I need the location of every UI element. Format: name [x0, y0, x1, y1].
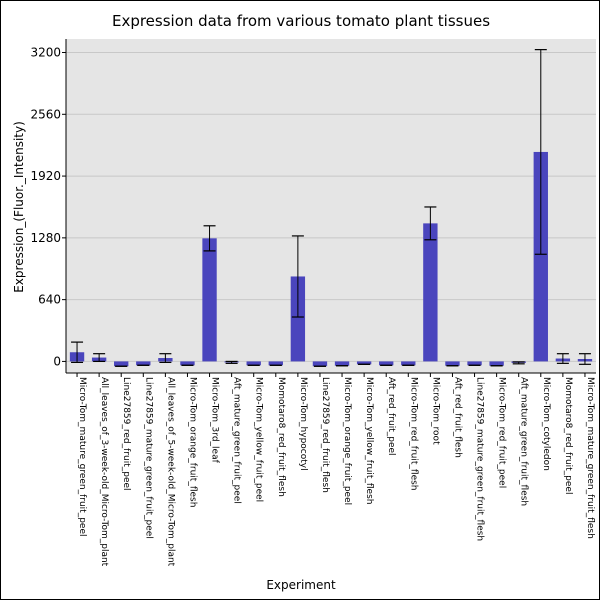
x-tick-label: Momotaro8_red_fruit_flesh [276, 377, 286, 497]
bar [180, 361, 195, 366]
y-tick-label: 2560 [30, 107, 61, 121]
bar [445, 361, 460, 366]
bar [114, 361, 129, 367]
bar [379, 361, 394, 366]
x-tick-label: Line27859_red_fruit_flesh [320, 377, 330, 493]
y-tick-label: 0 [53, 354, 61, 368]
bar [246, 361, 261, 366]
x-tick-label: Micro-Tom_orange_fruit_peel [342, 377, 352, 505]
x-tick-label: Micro-Tom_hypocotyl [298, 377, 308, 471]
x-tick-label: Line27859_red_fruit_peel [121, 377, 131, 491]
bar [136, 361, 151, 366]
x-tick-label: Aft_red_fruit_flesh [452, 377, 462, 458]
x-tick-label: Micro-Tom_cotyledon [541, 377, 551, 471]
bar [202, 238, 217, 362]
y-tick-label: 3200 [30, 46, 61, 60]
x-tick-label: Aft_mature_green_fruit_peel [232, 377, 242, 504]
bar [334, 361, 350, 366]
x-tick-label: Micro-Tom_3rd_leaf [210, 377, 220, 464]
x-tick-label: Micro-Tom_yellow_fruit_flesh [364, 377, 374, 505]
x-tick-label: Micro-Tom_orange_fruit_flesh [187, 377, 197, 507]
bar [290, 276, 306, 362]
x-tick-label: Line27859_mature_green_fruit_flesh [475, 377, 485, 541]
y-tick-label: 640 [38, 293, 61, 307]
x-tick-label: Micro-Tom_root [430, 377, 440, 445]
x-tick-label: Line27859_mature_green_fruit_peel [143, 377, 153, 539]
y-tick-label: 1280 [30, 231, 61, 245]
bar [467, 361, 482, 366]
x-tick-label: Aft_red_fruit_peel [386, 377, 396, 456]
y-tick-label: 1920 [30, 169, 61, 183]
x-tick-label: Aft_mature_green_fruit_flesh [519, 377, 529, 506]
x-tick-label: All_leaves_of_3-week-old_Micro-Tom_plant [99, 377, 109, 567]
x-axis-label: Experiment [266, 578, 336, 592]
x-tick-label: Momotaro8_red_fruit_peel [563, 377, 573, 494]
x-tick-label: Micro-Tom_mature_green_fruit_flesh [585, 377, 595, 539]
bar [489, 361, 504, 366]
bar [356, 361, 372, 365]
bar [268, 361, 283, 366]
plot-background [66, 39, 596, 373]
bar [401, 361, 416, 366]
x-tick-label: Micro-Tom_yellow_fruit_peel [254, 377, 264, 502]
bar [533, 151, 548, 362]
bar [312, 361, 328, 367]
chart-title: Expression data from various tomato plan… [111, 12, 491, 30]
bar [423, 223, 438, 362]
x-tick-label: All_leaves_of_5-week-old_Micro-Tom_plant [165, 377, 175, 567]
x-tick-label: Micro-Tom_mature_green_fruit_peel [77, 377, 87, 537]
x-tick-label: Micro-Tom_red_fruit_peel [497, 377, 507, 488]
x-tick-label: Micro-Tom_red_fruit_flesh [408, 377, 418, 491]
